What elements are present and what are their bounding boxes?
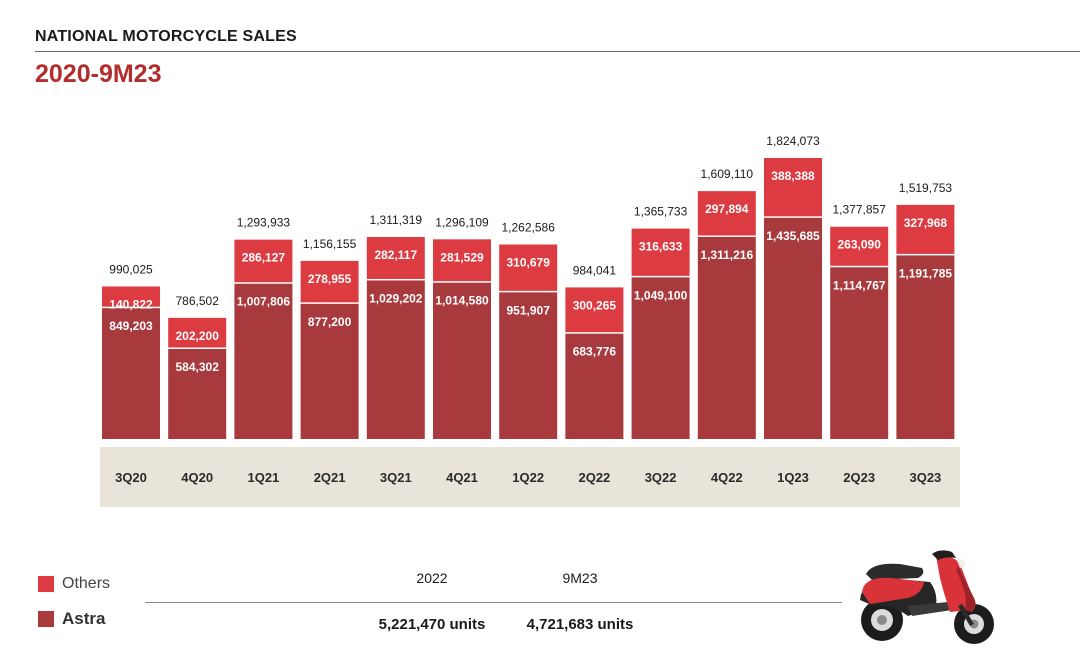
summary-value-9m23: 4,721,683 units bbox=[526, 616, 634, 633]
bar-astra-2Q21 bbox=[300, 303, 359, 439]
bar-others-3Q20 bbox=[102, 286, 160, 307]
label-astra-2Q22: 683,776 bbox=[573, 345, 617, 359]
label-others-3Q23: 327,968 bbox=[904, 216, 948, 230]
x-tick-2Q22: 2Q22 bbox=[578, 470, 610, 485]
summary-value-2022: 5,221,470 units bbox=[378, 616, 486, 633]
label-total-3Q21: 1,311,319 bbox=[370, 213, 423, 227]
bar-others-2Q23 bbox=[830, 226, 889, 266]
bar-others-1Q23 bbox=[764, 158, 822, 217]
label-others-1Q23: 388,388 bbox=[771, 169, 815, 183]
legend-label-astra: Astra bbox=[62, 609, 106, 628]
label-astra-4Q21: 1,014,580 bbox=[435, 294, 489, 308]
bar-astra-4Q20 bbox=[168, 348, 227, 439]
legend-swatch-astra bbox=[38, 611, 54, 627]
bar-others-4Q22 bbox=[697, 191, 756, 236]
x-tick-4Q22: 4Q22 bbox=[711, 470, 743, 485]
label-others-3Q20: 140,822 bbox=[109, 297, 153, 311]
label-others-4Q22: 297,894 bbox=[705, 202, 749, 216]
x-tick-1Q22: 1Q22 bbox=[512, 470, 544, 485]
x-tick-3Q20: 3Q20 bbox=[115, 470, 147, 485]
x-tick-1Q23: 1Q23 bbox=[777, 470, 809, 485]
legend-item-others: Others bbox=[38, 575, 110, 593]
label-total-3Q20: 990,025 bbox=[109, 262, 153, 276]
x-axis-band bbox=[100, 447, 960, 507]
bar-astra-2Q23 bbox=[830, 267, 889, 439]
bar-astra-3Q20 bbox=[102, 308, 160, 439]
label-astra-3Q23: 1,191,785 bbox=[899, 266, 953, 280]
bar-others-1Q21 bbox=[234, 239, 293, 283]
title-divider bbox=[35, 51, 1080, 52]
bar-astra-1Q23 bbox=[764, 217, 822, 439]
label-others-3Q22: 316,633 bbox=[639, 240, 683, 254]
summary-year-9m23: 9M23 bbox=[562, 570, 598, 586]
bar-astra-2Q22 bbox=[565, 333, 624, 439]
x-tick-4Q21: 4Q21 bbox=[446, 470, 478, 485]
label-others-3Q21: 282,117 bbox=[374, 248, 417, 262]
summary-year-2022: 2022 bbox=[416, 570, 448, 586]
label-others-2Q21: 278,955 bbox=[308, 272, 352, 286]
x-tick-3Q22: 3Q22 bbox=[645, 470, 677, 485]
label-astra-4Q22: 1,311,216 bbox=[700, 248, 753, 262]
bar-others-4Q21 bbox=[433, 239, 491, 282]
chart-subtitle: 2020-9M23 bbox=[35, 60, 162, 88]
label-total-2Q22: 984,041 bbox=[573, 263, 617, 277]
label-astra-1Q22: 951,907 bbox=[507, 303, 551, 317]
bar-others-2Q22 bbox=[565, 287, 624, 333]
x-tick-1Q21: 1Q21 bbox=[247, 470, 279, 485]
label-total-4Q20: 786,502 bbox=[176, 294, 220, 308]
label-total-2Q23: 1,377,857 bbox=[833, 203, 887, 217]
legend-swatch-others bbox=[38, 576, 54, 592]
label-astra-2Q23: 1,114,767 bbox=[833, 278, 886, 292]
x-tick-2Q23: 2Q23 bbox=[843, 470, 875, 485]
label-astra-4Q20: 584,302 bbox=[176, 360, 220, 374]
label-others-4Q21: 281,529 bbox=[440, 250, 484, 264]
label-total-2Q21: 1,156,155 bbox=[303, 237, 357, 251]
bar-others-3Q22 bbox=[631, 228, 690, 276]
label-total-4Q21: 1,296,109 bbox=[435, 215, 489, 229]
label-total-1Q21: 1,293,933 bbox=[237, 216, 291, 230]
label-others-4Q20: 202,200 bbox=[176, 329, 220, 343]
label-others-2Q23: 263,090 bbox=[838, 238, 882, 252]
bar-astra-4Q21 bbox=[433, 282, 491, 439]
bar-others-2Q21 bbox=[300, 260, 359, 303]
bar-others-3Q21 bbox=[366, 236, 425, 279]
label-others-2Q22: 300,265 bbox=[573, 298, 617, 312]
x-tick-4Q20: 4Q20 bbox=[181, 470, 213, 485]
legend-label-others: Others bbox=[62, 575, 111, 592]
bar-others-1Q22 bbox=[499, 244, 558, 291]
bar-astra-1Q21 bbox=[234, 283, 293, 439]
bar-others-4Q20 bbox=[168, 317, 227, 348]
stacked-bar-chart: 849,203 140,822 990,025 3Q20 584,302 202,200 7… bbox=[100, 134, 960, 507]
label-astra-3Q22: 1,049,100 bbox=[634, 288, 688, 302]
bar-others-3Q23 bbox=[896, 204, 955, 254]
scooter-icon bbox=[860, 550, 994, 644]
bar-astra-3Q21 bbox=[366, 280, 425, 439]
label-astra-3Q20: 849,203 bbox=[109, 319, 153, 333]
x-tick-3Q21: 3Q21 bbox=[380, 470, 412, 485]
label-total-1Q22: 1,262,586 bbox=[502, 220, 556, 234]
chart-title: NATIONAL MOTORCYCLE SALES bbox=[35, 28, 297, 45]
label-others-1Q22: 310,679 bbox=[507, 255, 551, 269]
bar-astra-3Q22 bbox=[631, 277, 690, 439]
bar-astra-4Q22 bbox=[697, 237, 756, 439]
x-tick-2Q21: 2Q21 bbox=[314, 470, 346, 485]
label-astra-1Q23: 1,435,685 bbox=[766, 229, 820, 243]
label-total-1Q23: 1,824,073 bbox=[766, 134, 820, 148]
label-astra-2Q21: 877,200 bbox=[308, 315, 352, 329]
label-total-3Q23: 1,519,753 bbox=[899, 181, 953, 195]
x-tick-3Q23: 3Q23 bbox=[909, 470, 941, 485]
label-total-3Q22: 1,365,733 bbox=[634, 205, 688, 219]
bar-astra-1Q22 bbox=[499, 292, 558, 439]
bar-astra-3Q23 bbox=[896, 255, 955, 439]
label-others-1Q21: 286,127 bbox=[242, 251, 286, 265]
summary-divider bbox=[145, 602, 842, 603]
label-astra-3Q21: 1,029,202 bbox=[369, 291, 423, 305]
label-total-4Q22: 1,609,110 bbox=[701, 167, 754, 181]
label-astra-1Q21: 1,007,806 bbox=[237, 295, 291, 309]
legend-item-astra: Astra bbox=[38, 609, 105, 629]
